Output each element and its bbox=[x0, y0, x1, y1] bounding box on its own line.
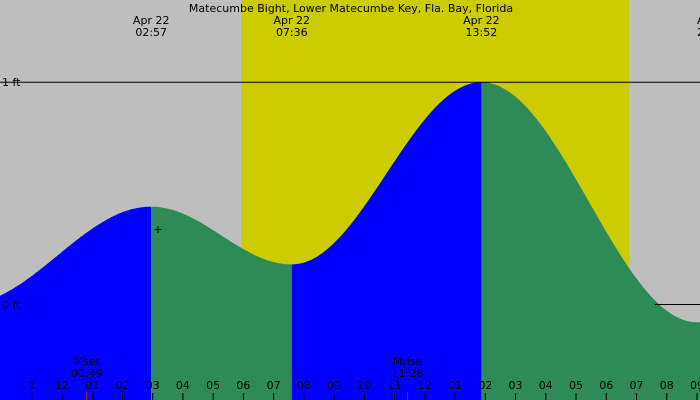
reference-line-label: 0 ft bbox=[2, 298, 21, 311]
hour-tick-label: 03 bbox=[509, 379, 523, 392]
hour-tick-label: 12 bbox=[418, 379, 432, 392]
hour-tick-label: 12 bbox=[55, 379, 69, 392]
hour-tick-label: 02 bbox=[115, 379, 129, 392]
hour-tick-label: 06 bbox=[236, 379, 250, 392]
tide-event-date: Apr 22 bbox=[463, 14, 500, 27]
tide-event-date: Apr 22 bbox=[133, 14, 170, 27]
reference-line-label: 1 ft bbox=[2, 76, 21, 89]
hour-tick-label: 01 bbox=[448, 379, 462, 392]
hour-axis: 1 12 01 02 03 04 05 06 07 08 09 10 11 12 01 02 03 04 05 06 0… bbox=[28, 379, 700, 400]
hour-tick-label: 08 bbox=[297, 379, 311, 392]
tide-event-date: Apr 22 bbox=[697, 14, 700, 27]
hour-tick-label: 07 bbox=[630, 379, 644, 392]
hour-tick-label: 1 bbox=[28, 379, 35, 392]
hour-tick-label: 06 bbox=[599, 379, 613, 392]
hour-tick-label: 08 bbox=[660, 379, 674, 392]
hour-tick-label: 11 bbox=[388, 379, 402, 392]
tide-event-date: Apr 22 bbox=[274, 14, 311, 27]
moon-event-label: Mrise bbox=[393, 355, 423, 368]
rising-tide-area bbox=[0, 206, 152, 400]
hour-tick-label: 07 bbox=[267, 379, 281, 392]
hour-tick-label: 05 bbox=[206, 379, 220, 392]
moon-event-time: 11:26 bbox=[392, 367, 424, 380]
hour-tick-label: 02 bbox=[478, 379, 492, 392]
falling-tide-area bbox=[697, 322, 700, 400]
hour-tick-label: 09 bbox=[690, 379, 700, 392]
hour-tick-label: 04 bbox=[176, 379, 190, 392]
tide-event-time: 07:36 bbox=[276, 26, 308, 39]
hour-tick-label: 10 bbox=[357, 379, 371, 392]
hour-tick-label: 03 bbox=[146, 379, 160, 392]
tide-event-time: 02:57 bbox=[135, 26, 167, 39]
tide-event-time: 21 bbox=[697, 26, 700, 39]
tide-event-time: 13:52 bbox=[466, 26, 498, 39]
chart-title: Matecumbe Bight, Lower Matecumbe Key, Fl… bbox=[189, 2, 513, 15]
falling-tide-area bbox=[481, 82, 697, 400]
hour-tick-label: 09 bbox=[327, 379, 341, 392]
tide-areas bbox=[0, 82, 700, 400]
moon-event-label: Mset bbox=[74, 355, 101, 368]
crosshair-cursor-icon: + bbox=[153, 223, 162, 236]
falling-tide-area bbox=[151, 206, 292, 400]
rising-tide-area bbox=[291, 82, 482, 400]
hour-tick-label: 04 bbox=[539, 379, 553, 392]
reference-lines: 1 ft 0 ft bbox=[0, 76, 700, 311]
moon-event-time: 00:49 bbox=[71, 367, 103, 380]
hour-tick-label: 01 bbox=[85, 379, 99, 392]
hour-tick-label: 05 bbox=[569, 379, 583, 392]
